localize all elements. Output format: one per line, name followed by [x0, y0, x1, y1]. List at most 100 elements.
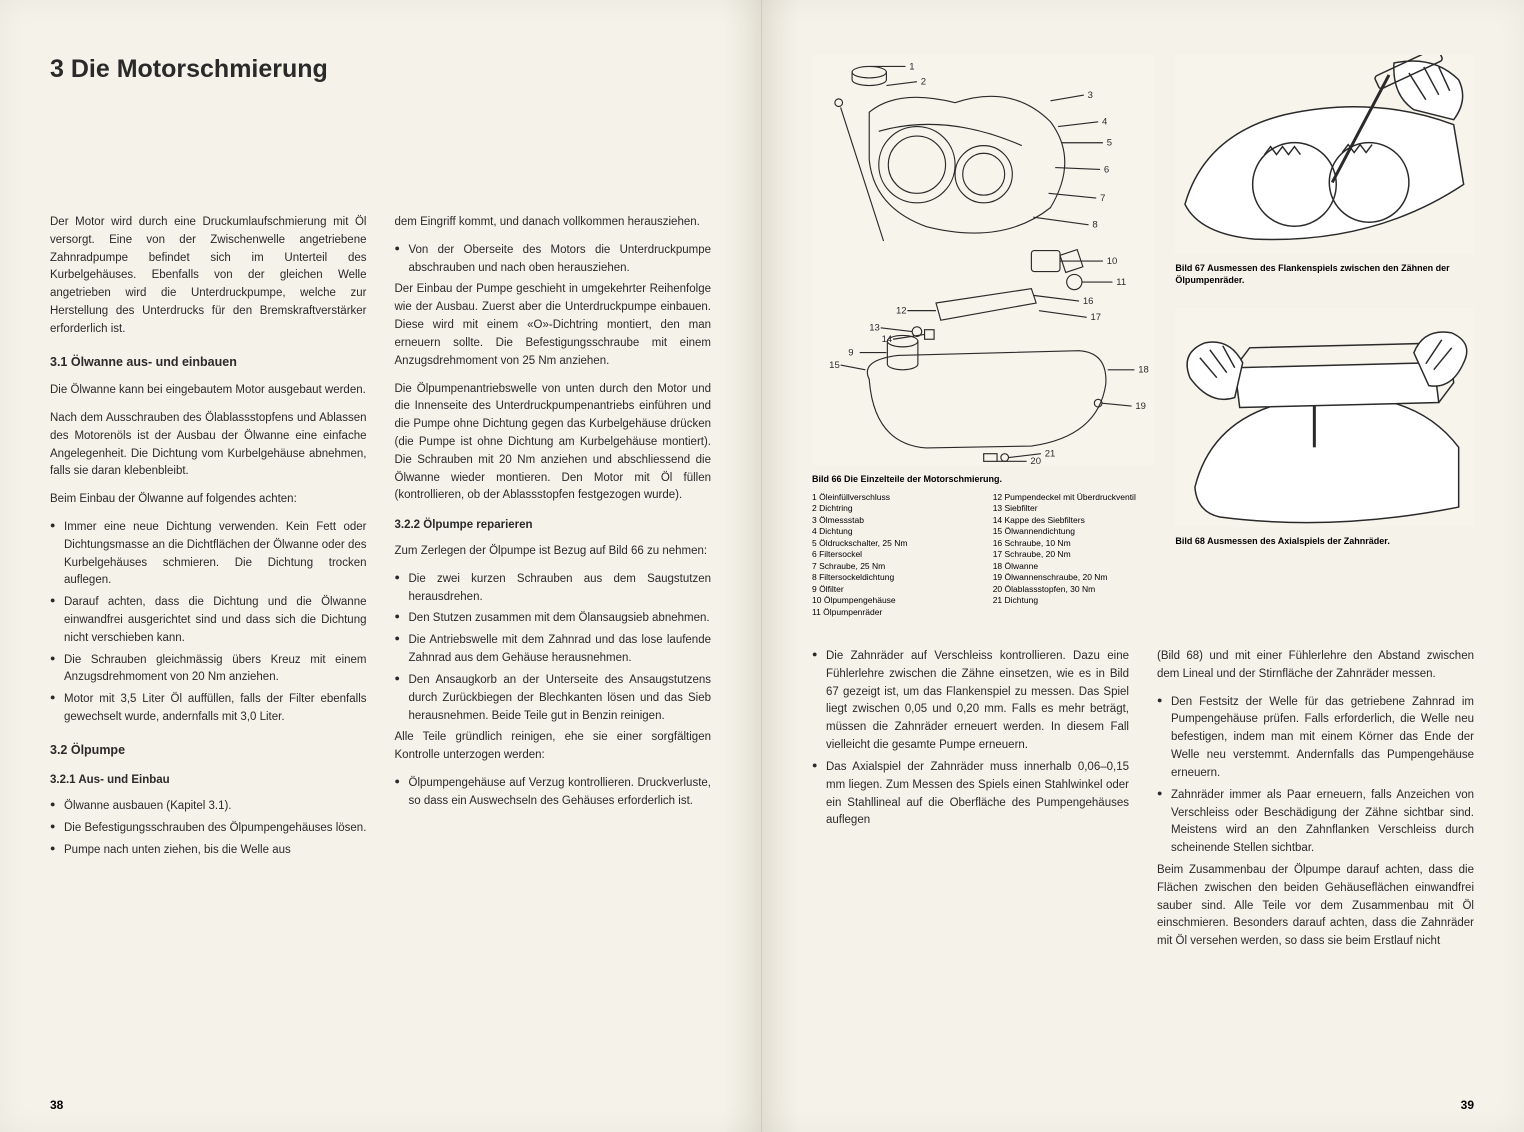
side-figures: Bild 67 Ausmessen des Flankenspiels zwis… [1175, 55, 1474, 640]
figure-68-caption: Bild 68 Ausmessen des Axialspiels der Za… [1175, 536, 1474, 548]
s321-bullet-list: Ölwanne ausbauen (Kapitel 3.1). Die Befe… [50, 798, 367, 859]
svg-text:19: 19 [1135, 401, 1146, 412]
section-3-2-title: 3.2 Ölpumpe [50, 741, 367, 760]
svg-text:18: 18 [1138, 365, 1149, 376]
right-col-1: Die Zahnräder auf Verschleiss kontrollie… [812, 648, 1129, 961]
svg-text:13: 13 [869, 323, 880, 334]
exploded-diagram-icon: 1 2 3 4 5 6 7 8 10 11 [812, 55, 1155, 465]
section-3-2-2-title: 3.2.2 Ölpumpe reparieren [395, 517, 712, 535]
continuation-p: dem Eingriff kommt, und danach vollkomme… [395, 214, 712, 232]
page-number-left: 38 [50, 1098, 63, 1112]
chapter-title: 3 Die Motorschmierung [50, 55, 711, 84]
left-columns: Der Motor wird durch eine Druckumlaufsch… [50, 214, 711, 864]
svg-text:7: 7 [1100, 193, 1105, 204]
left-col-2: dem Eingriff kommt, und danach vollkomme… [395, 214, 712, 864]
part-item: 21 Dichtung [993, 595, 1156, 606]
section-3-1-title: 3.1 Ölwanne aus- und einbauen [50, 353, 367, 372]
svg-text:2: 2 [921, 77, 926, 88]
part-item: 15 Ölwannendichtung [993, 526, 1156, 537]
list-item: Den Festsitz der Welle für das getrieben… [1157, 694, 1474, 783]
part-item: 11 Ölpumpenräder [812, 607, 975, 618]
s31-p1: Die Ölwanne kann bei eingebautem Motor a… [50, 382, 367, 400]
intro-paragraph: Der Motor wird durch eine Druckumlaufsch… [50, 214, 367, 339]
feeler-gauge-icon [1175, 55, 1474, 254]
svg-text:5: 5 [1107, 138, 1112, 149]
part-item: 2 Dichtring [812, 503, 975, 514]
list-item: Darauf achten, dass die Dichtung und die… [50, 594, 367, 647]
part-item: 19 Ölwannenschraube, 20 Nm [993, 572, 1156, 583]
list-item: Ölwanne ausbauen (Kapitel 3.1). [50, 798, 367, 816]
part-item: 16 Schraube, 10 Nm [993, 538, 1156, 549]
s31-p2: Nach dem Ausschrauben des Ölablassstopfe… [50, 410, 367, 481]
svg-text:1: 1 [909, 61, 914, 72]
svg-text:17: 17 [1091, 312, 1102, 323]
section-3-2-1-title: 3.2.1 Aus- und Einbau [50, 772, 367, 790]
part-item: 1 Öleinfüllverschluss [812, 492, 975, 503]
part-item: 17 Schraube, 20 Nm [993, 549, 1156, 560]
list-item: Die Schrauben gleichmässig übers Kreuz m… [50, 652, 367, 688]
svg-text:4: 4 [1102, 117, 1108, 128]
list-item: Immer eine neue Dichtung verwenden. Kein… [50, 519, 367, 590]
list-item: Die Zahnräder auf Verschleiss kontrollie… [812, 648, 1129, 755]
svg-text:21: 21 [1045, 449, 1056, 460]
figure-66-parts-list: 1 Öleinfüllverschluss 2 Dichtring 3 Ölme… [812, 492, 1155, 618]
list-item: Ölpumpengehäuse auf Verzug kontrollieren… [395, 775, 712, 811]
svg-text:12: 12 [896, 305, 907, 316]
straightedge-measure-icon [1175, 308, 1474, 527]
right-col2-p2: Beim Zusammenbau der Ölpumpe darauf acht… [1157, 862, 1474, 951]
part-item: 8 Filtersockeldichtung [812, 572, 975, 583]
part-item: 3 Ölmessstab [812, 515, 975, 526]
list-item: Von der Oberseite des Motors die Unterdr… [395, 242, 712, 278]
right-col2-bullets: Den Festsitz der Welle für das getrieben… [1157, 694, 1474, 858]
book-spread: 3 Die Motorschmierung Der Motor wird dur… [0, 0, 1524, 1132]
part-item: 14 Kappe des Siebfilters [993, 515, 1156, 526]
part-item: 12 Pumpendeckel mit Überdruckventil [993, 492, 1156, 503]
svg-text:15: 15 [829, 360, 840, 371]
page-left: 3 Die Motorschmierung Der Motor wird dur… [0, 0, 762, 1132]
s322-bullets-2: Ölpumpengehäuse auf Verzug kontrollieren… [395, 775, 712, 811]
svg-text:11: 11 [1116, 277, 1126, 288]
right-columns: Die Zahnräder auf Verschleiss kontrollie… [812, 648, 1474, 961]
s322-p1: Zum Zerlegen der Ölpumpe ist Bezug auf B… [395, 543, 712, 561]
svg-text:14: 14 [882, 334, 893, 345]
left-col-1: Der Motor wird durch eine Druckumlaufsch… [50, 214, 367, 864]
col2-bullet: Von der Oberseite des Motors die Unterdr… [395, 242, 712, 278]
part-item: 13 Siebfilter [993, 503, 1156, 514]
s322-p2: Alle Teile gründlich reinigen, ehe sie e… [395, 729, 712, 765]
part-item: 5 Öldruckschalter, 25 Nm [812, 538, 975, 549]
s31-p3: Beim Einbau der Ölwanne auf folgendes ac… [50, 491, 367, 509]
list-item: Das Axialspiel der Zahnräder muss innerh… [812, 759, 1129, 830]
page-right: 1 2 3 4 5 6 7 8 10 11 [762, 0, 1524, 1132]
list-item: Die Befestigungsschrauben des Ölpumpenge… [50, 820, 367, 838]
list-item: Pumpe nach unten ziehen, bis die Welle a… [50, 842, 367, 860]
part-item: 20 Ölablassstopfen, 30 Nm [993, 584, 1156, 595]
list-item: Den Ansaugkorb an der Unterseite des Ans… [395, 672, 712, 725]
col2-p3: Die Ölpumpenantriebswelle von unten durc… [395, 381, 712, 506]
right-col-2: (Bild 68) und mit einer Fühlerlehre den … [1157, 648, 1474, 961]
svg-text:6: 6 [1104, 164, 1109, 175]
part-item: 10 Ölpumpengehäuse [812, 595, 975, 606]
col2-p2: Der Einbau der Pumpe geschieht in umgeke… [395, 281, 712, 370]
svg-text:9: 9 [848, 347, 853, 358]
part-item: 7 Schraube, 25 Nm [812, 561, 975, 572]
part-item: 9 Ölfilter [812, 584, 975, 595]
svg-text:3: 3 [1088, 90, 1093, 101]
s322-bullets: Die zwei kurzen Schrauben aus dem Saugst… [395, 571, 712, 726]
figure-66: 1 2 3 4 5 6 7 8 10 11 [812, 55, 1155, 628]
svg-text:10: 10 [1107, 256, 1118, 267]
svg-text:20: 20 [1030, 456, 1041, 465]
right-col2-p1: (Bild 68) und mit einer Fühlerlehre den … [1157, 648, 1474, 684]
list-item: Die Antriebswelle mit dem Zahnrad und da… [395, 632, 712, 668]
list-item: Zahnräder immer als Paar erneuern, falls… [1157, 787, 1474, 858]
figure-67: Bild 67 Ausmessen des Flankenspiels zwis… [1175, 55, 1474, 286]
list-item: Den Stutzen zusammen mit dem Ölansaugsie… [395, 610, 712, 628]
svg-text:16: 16 [1083, 296, 1094, 307]
list-item: Die zwei kurzen Schrauben aus dem Saugst… [395, 571, 712, 607]
list-item: Motor mit 3,5 Liter Öl auffüllen, falls … [50, 691, 367, 727]
s31-bullet-list: Immer eine neue Dichtung verwenden. Kein… [50, 519, 367, 727]
part-item: 18 Ölwanne [993, 561, 1156, 572]
figure-68: Bild 68 Ausmessen des Axialspiels der Za… [1175, 308, 1474, 548]
figures-row: 1 2 3 4 5 6 7 8 10 11 [812, 55, 1474, 640]
page-number-right: 39 [1461, 1098, 1474, 1112]
figure-67-caption: Bild 67 Ausmessen des Flankenspiels zwis… [1175, 263, 1474, 286]
